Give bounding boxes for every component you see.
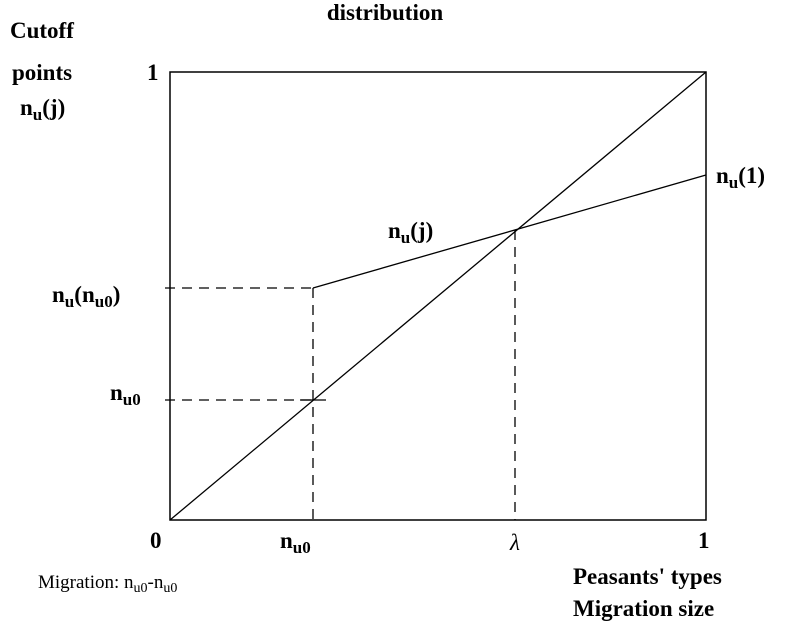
y-axis-label: Cutoff xyxy=(10,18,74,43)
note: Migration: nu0-nu0 xyxy=(38,572,177,596)
y-label-lower: nu0 xyxy=(110,380,141,409)
y-label-upper: nu(nu0) xyxy=(52,282,120,311)
diagonal xyxy=(169,71,707,521)
curve-end-label: nu(1) xyxy=(716,163,765,192)
x-label: nu0 xyxy=(280,528,311,557)
x-label: λ xyxy=(509,530,520,555)
y-axis-label: points xyxy=(12,60,72,85)
y-top-label: 1 xyxy=(147,60,159,85)
curve-label: nu(j) xyxy=(388,218,433,247)
x-origin-label: 0 xyxy=(150,528,162,553)
title-fragment: distribution xyxy=(327,0,444,25)
x-end-label: 1 xyxy=(698,528,710,553)
x-axis-label: Migration size xyxy=(573,596,714,621)
y-axis-label: nu(j) xyxy=(20,95,65,124)
cutoff-curve xyxy=(312,174,707,289)
x-axis-label: Peasants' types xyxy=(573,564,722,589)
frame xyxy=(169,71,707,521)
